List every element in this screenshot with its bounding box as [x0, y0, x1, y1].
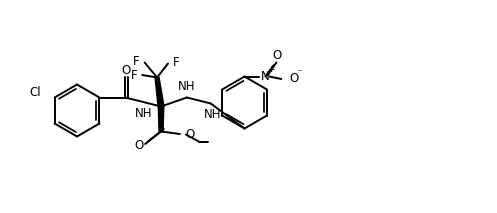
Text: O: O	[185, 128, 194, 141]
Text: O: O	[289, 72, 299, 85]
Text: +: +	[266, 65, 274, 73]
Text: F: F	[131, 69, 137, 82]
Polygon shape	[155, 78, 164, 106]
Text: NH: NH	[203, 108, 221, 121]
Text: Cl: Cl	[30, 85, 41, 98]
Text: O: O	[122, 63, 131, 76]
Text: F: F	[173, 56, 179, 69]
Text: N: N	[261, 70, 270, 83]
Text: NH: NH	[135, 106, 153, 119]
Text: F: F	[133, 55, 140, 68]
Text: O: O	[135, 138, 144, 151]
Text: O: O	[273, 49, 282, 62]
Text: NH: NH	[178, 80, 196, 93]
Polygon shape	[159, 106, 164, 131]
Text: ⁻: ⁻	[296, 68, 302, 78]
